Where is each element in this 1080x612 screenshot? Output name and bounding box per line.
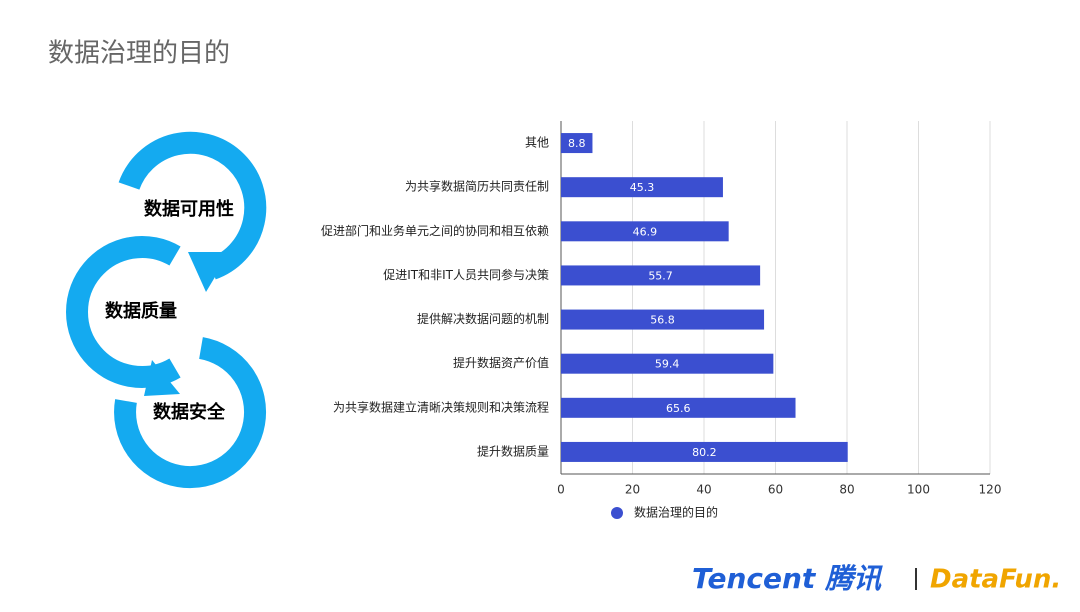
value-label: 59.4 bbox=[655, 358, 680, 371]
value-label: 45.3 bbox=[630, 181, 655, 194]
bar bbox=[561, 441, 848, 462]
legend-label: 数据治理的目的 bbox=[634, 505, 718, 520]
bar bbox=[561, 265, 761, 286]
diagram-label: 数据安全 bbox=[153, 401, 226, 423]
bar bbox=[561, 133, 593, 154]
logo: Tencent 腾讯 bbox=[692, 562, 883, 595]
bar bbox=[561, 309, 765, 330]
y-tick-label: 提升数据资产价值 bbox=[453, 355, 549, 370]
x-tick-label: 120 bbox=[979, 483, 1002, 497]
diagram-label: 数据可用性 bbox=[144, 198, 234, 220]
y-tick-label: 为共享数据简历共同责任制 bbox=[405, 179, 549, 194]
slide-title: 数据治理的目的 bbox=[48, 39, 230, 69]
x-tick-label: 20 bbox=[625, 483, 640, 497]
value-label: 8.8 bbox=[568, 137, 586, 150]
x-tick-label: 60 bbox=[768, 483, 783, 497]
y-tick-label: 提升数据质量 bbox=[477, 443, 549, 458]
legend-swatch bbox=[611, 507, 623, 519]
y-tick-label: 为共享数据建立清晰决策规则和决策流程 bbox=[333, 399, 549, 414]
cycle-diagram bbox=[66, 131, 267, 489]
arrowhead bbox=[144, 360, 180, 396]
y-tick-label: 促进IT和非IT人员共同参与决策 bbox=[383, 267, 549, 282]
bar bbox=[561, 397, 796, 418]
y-tick-label: 提供解决数据问题的机制 bbox=[417, 311, 549, 326]
x-tick-label: 80 bbox=[839, 483, 854, 497]
x-tick-label: 40 bbox=[696, 483, 711, 497]
x-tick-label: 0 bbox=[557, 483, 565, 497]
x-tick-label: 100 bbox=[907, 483, 930, 497]
ring bbox=[118, 131, 267, 280]
bar-chart: 0 20 40 60 80 100 120 其他为共享数据简历共同责任制促进部门和业务单元之间… bbox=[321, 121, 1001, 520]
bar bbox=[561, 177, 723, 198]
logo: DataFun. bbox=[930, 565, 1061, 595]
bar bbox=[561, 221, 729, 242]
diagram-label: 数据质量 bbox=[105, 300, 177, 322]
value-label: 65.6 bbox=[666, 402, 691, 415]
value-label: 46.9 bbox=[633, 225, 658, 238]
value-label: 55.7 bbox=[648, 269, 673, 282]
value-label: 56.8 bbox=[650, 314, 675, 327]
y-tick-label: 促进部门和业务单元之间的协同和相互依赖 bbox=[321, 223, 549, 238]
ring bbox=[114, 337, 267, 489]
arrowhead bbox=[188, 252, 230, 292]
bar bbox=[561, 353, 774, 374]
value-label: 80.2 bbox=[692, 446, 717, 459]
ring bbox=[66, 236, 181, 388]
y-tick-label: 其他 bbox=[525, 136, 549, 150]
